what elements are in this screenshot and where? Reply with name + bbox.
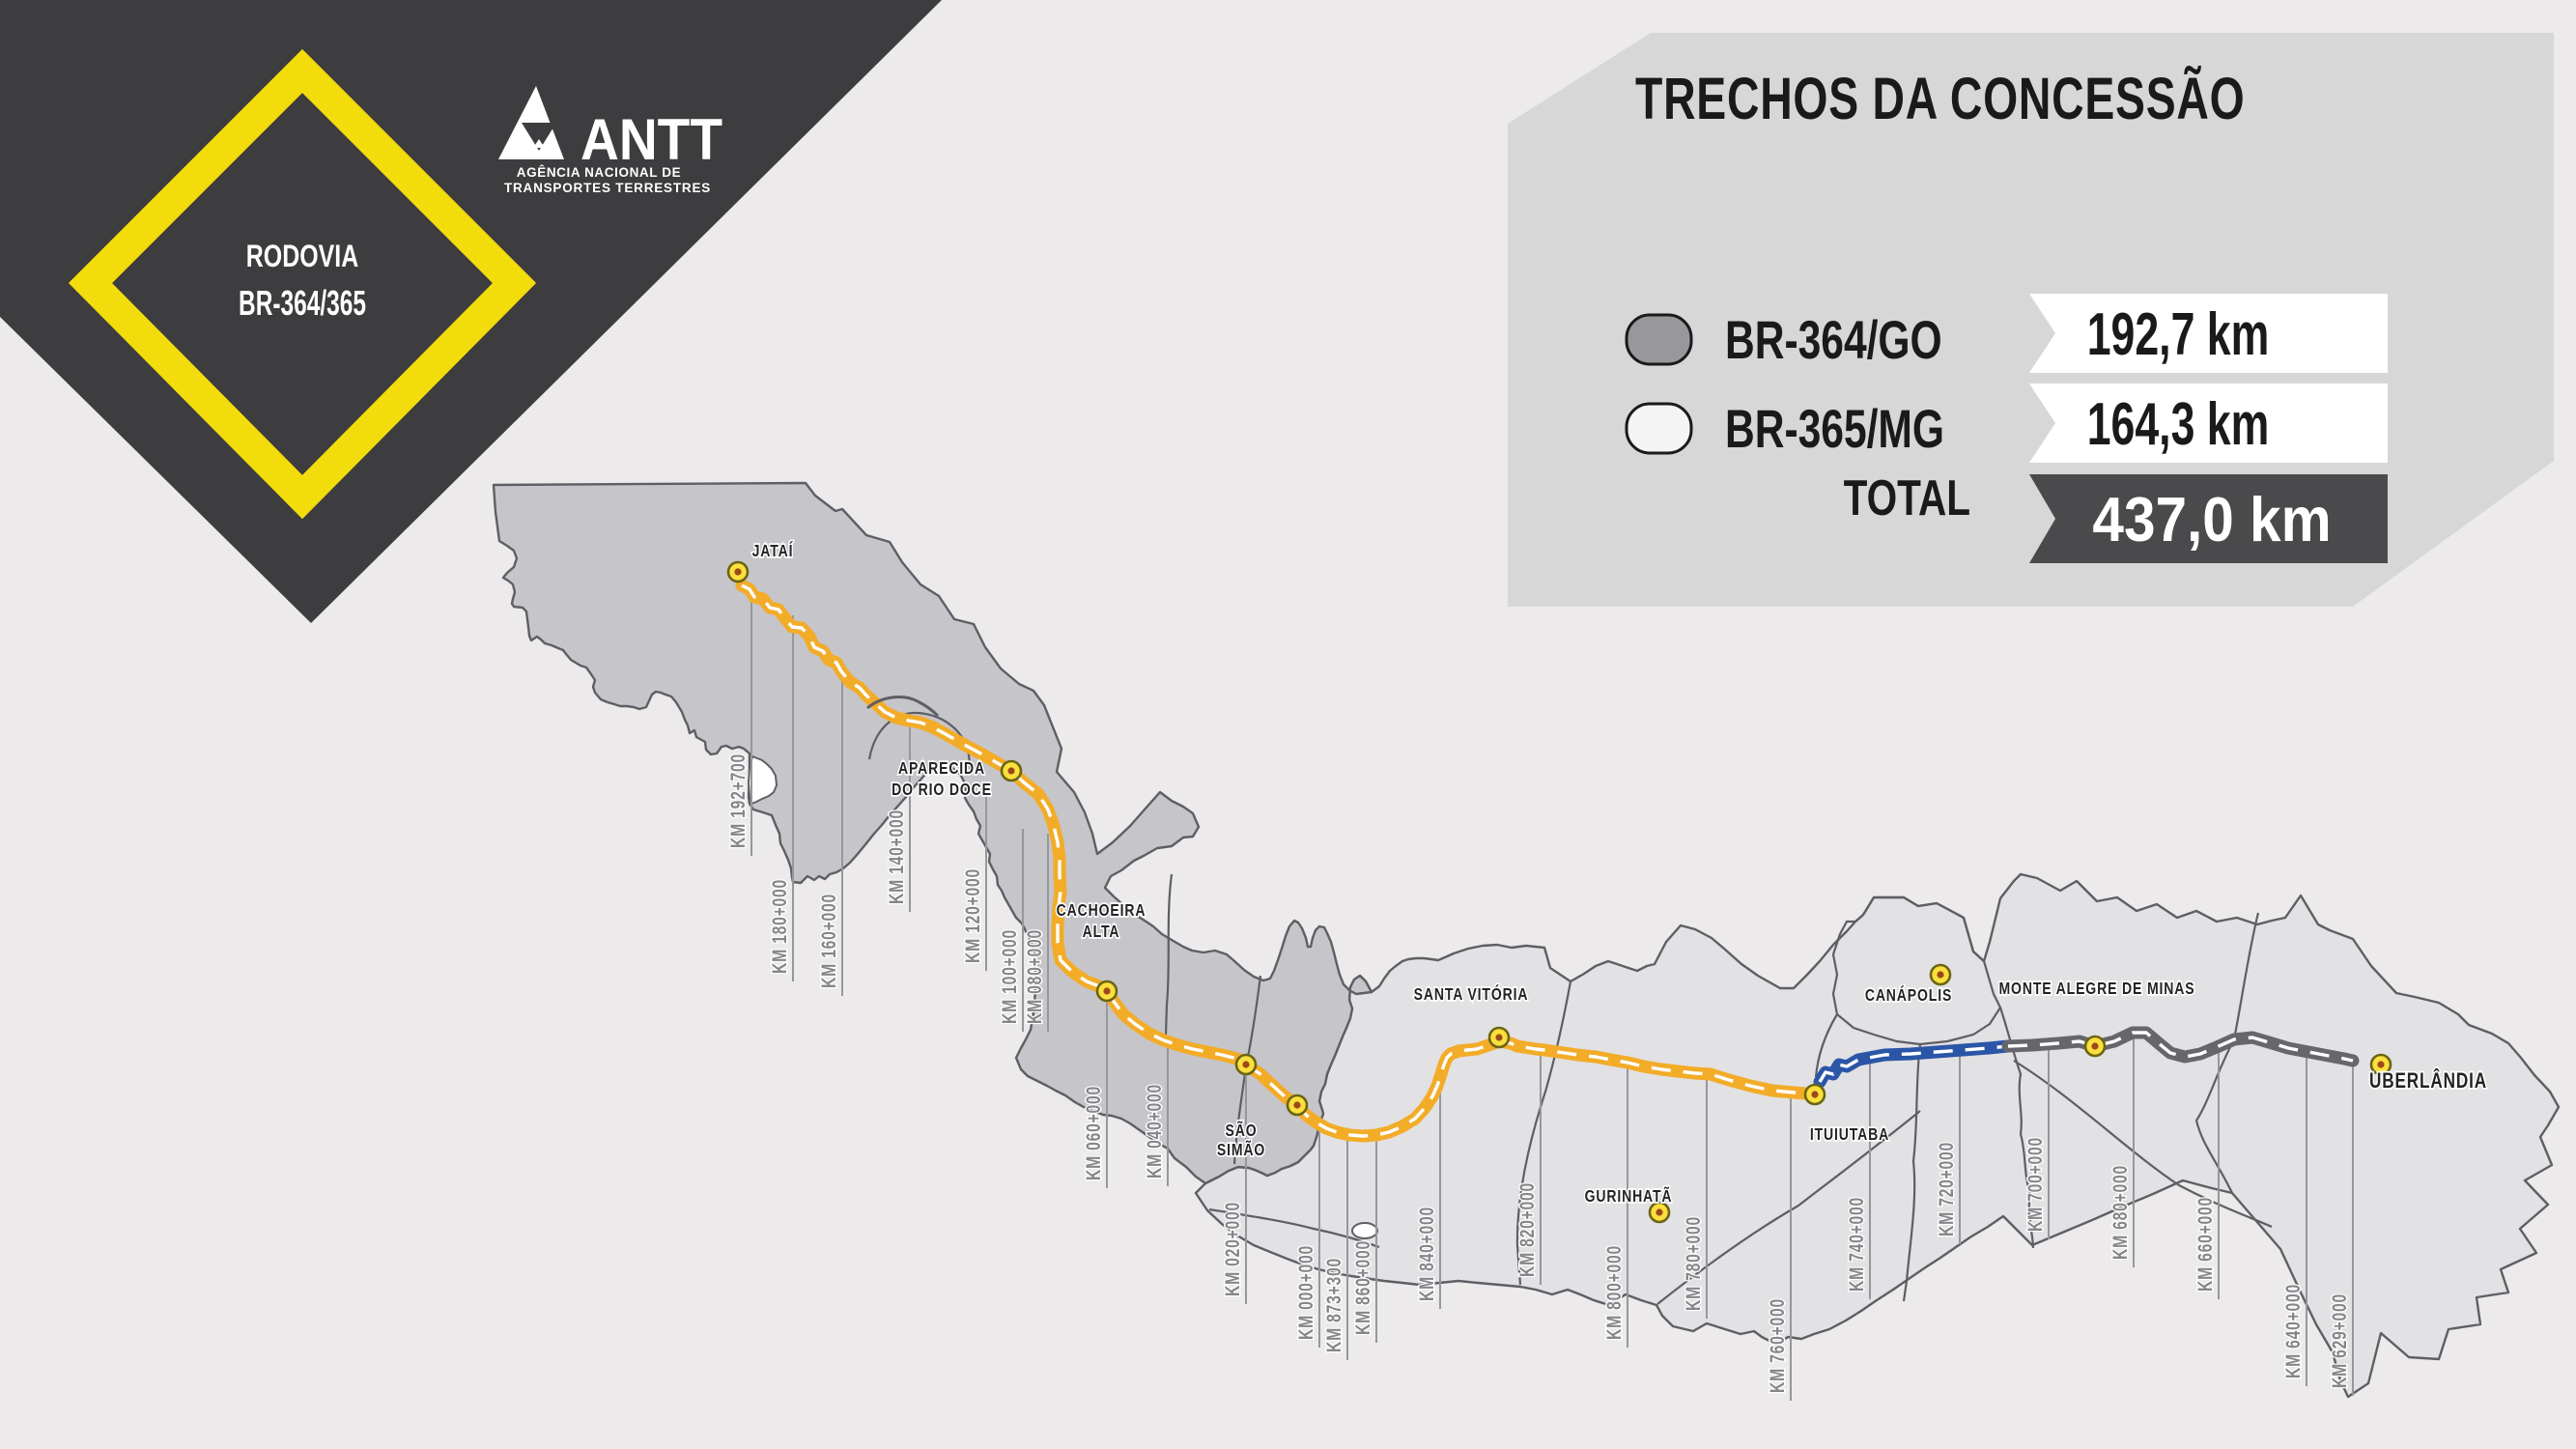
svg-text:KM 192+700: KM 192+700 [726,753,750,848]
svg-text:KM 840+000: KM 840+000 [1415,1207,1438,1301]
svg-text:TOTAL: TOTAL [1844,469,1970,526]
svg-text:SÃO: SÃO [1226,1119,1258,1140]
svg-text:KM 740+000: KM 740+000 [1845,1197,1868,1292]
svg-text:SIMÃO: SIMÃO [1217,1138,1265,1159]
svg-text:ITUIUTABA: ITUIUTABA [1810,1124,1889,1144]
svg-text:DO RIO DOCE: DO RIO DOCE [892,780,992,799]
svg-text:KM 820+000: KM 820+000 [1515,1182,1539,1277]
svg-text:192,7 km: 192,7 km [2087,301,2270,368]
svg-text:KM 640+000: KM 640+000 [2281,1284,2305,1378]
svg-text:AGÊNCIA NACIONAL DE: AGÊNCIA NACIONAL DE [517,165,681,180]
svg-text:CACHOEIRA: CACHOEIRA [1057,900,1146,920]
svg-text:KM 660+000: KM 660+000 [2194,1197,2217,1292]
svg-text:KM 040+000: KM 040+000 [1143,1084,1166,1179]
svg-text:KM 873+300: KM 873+300 [1322,1258,1345,1352]
svg-text:MONTE ALEGRE DE MINAS: MONTE ALEGRE DE MINAS [1999,979,2195,998]
svg-text:KM 160+000: KM 160+000 [817,894,840,988]
svg-text:KM 100+000: KM 100+000 [998,929,1021,1024]
svg-text:JATAÍ: JATAÍ [752,540,794,560]
svg-text:BR-364/GO: BR-364/GO [1725,309,1942,370]
svg-text:437,0 km: 437,0 km [2092,485,2331,555]
svg-text:KM 720+000: KM 720+000 [1935,1142,1958,1236]
svg-text:KM 020+000: KM 020+000 [1221,1202,1244,1296]
svg-text:APARECIDA: APARECIDA [898,758,985,778]
svg-text:KM 180+000: KM 180+000 [768,879,791,974]
svg-text:KM 760+000: KM 760+000 [1766,1298,1789,1393]
svg-text:KM 860+000: KM 860+000 [1351,1240,1374,1335]
svg-text:KM 680+000: KM 680+000 [2109,1165,2132,1260]
svg-text:BR-365/MG: BR-365/MG [1725,398,1944,459]
svg-text:KM 080+000: KM 080+000 [1023,929,1046,1024]
svg-text:KM 629+000: KM 629+000 [2328,1293,2351,1388]
svg-text:RODOVIA: RODOVIA [246,240,358,274]
svg-text:BR-364/365: BR-364/365 [239,283,366,323]
svg-text:SANTA VITÓRIA: SANTA VITÓRIA [1414,983,1529,1004]
svg-text:ALTA: ALTA [1083,922,1120,941]
svg-text:ANTT: ANTT [580,108,722,173]
svg-text:KM 700+000: KM 700+000 [2024,1137,2047,1232]
svg-text:GURINHATÃ: GURINHATÃ [1585,1184,1673,1206]
svg-text:KM 780+000: KM 780+000 [1682,1216,1705,1311]
svg-text:KM 800+000: KM 800+000 [1602,1245,1626,1340]
svg-text:TRECHOS DA CONCESSÃO: TRECHOS DA CONCESSÃO [1635,67,2245,132]
svg-text:CANÁPOLIS: CANÁPOLIS [1865,984,1952,1005]
svg-text:KM 060+000: KM 060+000 [1082,1086,1105,1180]
svg-text:KM 140+000: KM 140+000 [885,810,908,904]
svg-text:TRANSPORTES TERRESTRES: TRANSPORTES TERRESTRES [504,181,711,195]
svg-text:164,3 km: 164,3 km [2087,391,2270,458]
svg-text:UBERLÂNDIA: UBERLÂNDIA [2369,1067,2487,1094]
svg-text:KM 120+000: KM 120+000 [961,868,984,963]
svg-text:KM 000+000: KM 000+000 [1294,1245,1317,1340]
